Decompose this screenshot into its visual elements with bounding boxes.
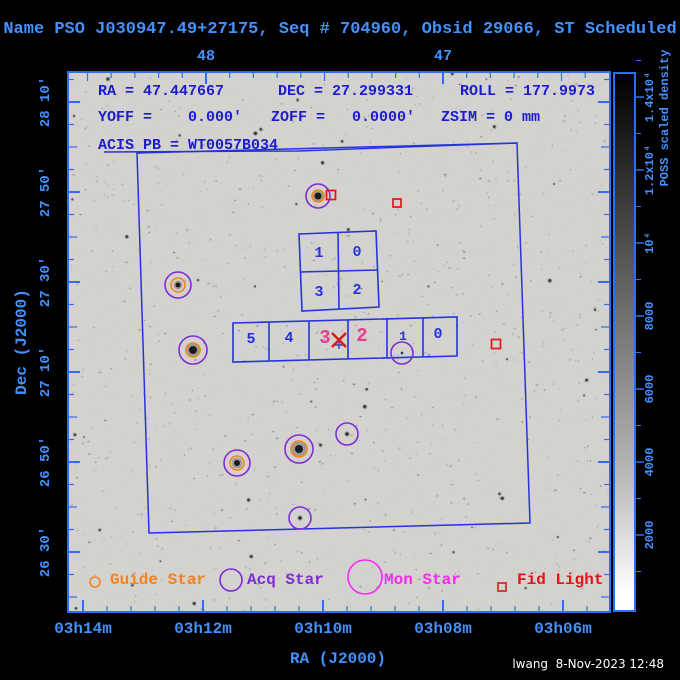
left-axis-tick-label: 26 30' [38,526,54,578]
left-axis-tick-label: 26 50' [38,436,54,488]
legend-label-mon-star: Mon Star [384,571,461,589]
bottom-axis-tick-label: 03h12m [174,620,232,638]
colorbar-title: POSS scaled density [658,49,672,187]
colorbar-tick-label: 6000 [643,374,657,404]
pointing-info-value: ACIS PB = WT0057B034 [98,137,279,154]
bottom-axis-tick-label: 03h14m [54,620,112,638]
pointing-info-value: ZOFF = 0.0000' [271,109,416,126]
colorbar-gradient [613,72,636,612]
colorbar-tick-label: 4000 [643,447,657,477]
bottom-axis-tick-label: 03h10m [294,620,352,638]
ra-axis-title: RA (J2000) [289,650,387,668]
left-axis-tick-label: 27 30' [38,256,54,308]
colorbar-tick-label: 2000 [643,520,657,550]
pointing-info-value: ZSIM = 0 mm [441,109,541,126]
left-axis-tick-label: 28 10' [38,76,54,128]
top-axis-tick-label: 47 [433,48,453,65]
render-timestamp: lwang 8-Nov-2023 12:48 [512,657,664,671]
bottom-axis-tick-label: 03h08m [414,620,472,638]
pointing-info-value: ROLL = 177.9973 [460,83,596,100]
colorbar-tick-label: 8000 [643,301,657,331]
pointing-info-value: RA = 47.447667 [98,83,225,100]
pointing-info-value: YOFF = 0.000' [98,109,243,126]
colorbar-tick-label: 10⁴ [643,232,657,254]
colorbar-tick-label: 1.4x10⁴ [643,71,657,123]
colorbar-tick-label: 1.2x10⁴ [643,144,657,196]
pointing-info-value: DEC = 27.299331 [278,83,414,100]
legend-label-guide-star: Guide Star [110,571,207,589]
left-axis-tick-label: 27 10' [38,346,54,398]
bottom-axis-tick-label: 03h06m [534,620,592,638]
legend-label-fid-light: Fid Light [517,571,604,589]
observation-title: Name PSO J030947.49+27175, Seq # 704960,… [3,20,677,39]
legend-label-acq-star: Acq Star [247,571,324,589]
left-axis-tick-label: 27 50' [38,166,54,218]
top-axis-tick-label: 48 [196,48,216,65]
dec-axis-title: Dec (J2000) [13,289,31,395]
